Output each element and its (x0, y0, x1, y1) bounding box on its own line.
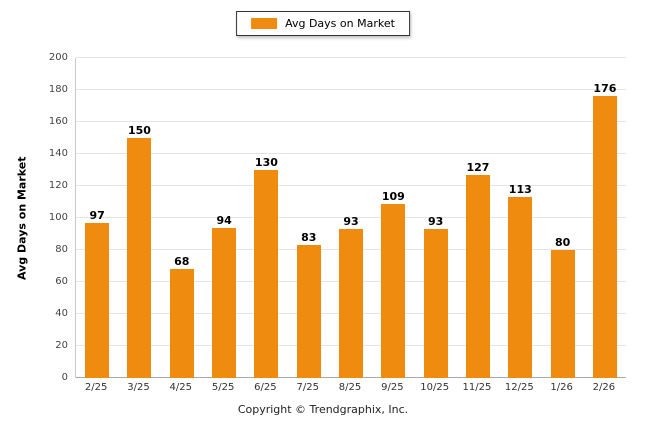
bar (381, 203, 406, 378)
y-tick-label: 60 (55, 276, 68, 287)
y-tick-label: 200 (48, 52, 68, 63)
y-tick-label: 160 (48, 116, 68, 127)
bar (508, 197, 533, 378)
gridline: 200 (49, 53, 626, 63)
bar-value-label: 83 (301, 231, 317, 245)
bar-value-label: 93 (343, 215, 359, 229)
x-tick-label: 2/25 (84, 382, 108, 393)
gridline: 140 (49, 149, 626, 159)
bar-value-label: 113 (508, 183, 532, 197)
bar-column: 93 (415, 58, 457, 378)
bar-column: 68 (161, 58, 203, 378)
bar (465, 174, 490, 378)
x-tick-label: 12/25 (504, 382, 534, 393)
gridline: 160 (49, 117, 626, 127)
x-tick-label: 7/25 (296, 382, 319, 393)
bar-value-label: 68 (174, 255, 190, 269)
bar-value-label: 130 (254, 156, 278, 169)
y-tick-label: 0 (61, 372, 68, 383)
bar-column: 109 (372, 58, 414, 378)
bar (550, 250, 575, 378)
bar-value-label: 150 (127, 124, 151, 137)
bar-value-label: 97 (89, 208, 105, 222)
y-tick-label: 180 (48, 84, 68, 95)
y-tick-label: 80 (55, 244, 68, 255)
bar-column: 130 (245, 58, 287, 378)
x-tick-label: 10/25 (420, 382, 450, 393)
bar (212, 227, 237, 378)
gridline: 180 (49, 85, 626, 95)
x-tick-label: 1/26 (550, 382, 573, 393)
bar-value-label: 94 (216, 213, 232, 227)
bar-column: 113 (499, 58, 541, 378)
bar (254, 170, 279, 378)
legend-label: Avg Days on Market (285, 17, 395, 30)
x-axis-labels: 2/25 3/25 4/25 5/25 6/25 7/25 8/25 9/25 10/25 11/… (75, 383, 625, 393)
y-tick-label: 140 (48, 148, 68, 159)
x-tick-label: 6/25 (254, 382, 277, 393)
bar-column: 97 (76, 58, 118, 378)
y-axis-title: Avg Days on Market (15, 156, 29, 280)
x-tick-label: 3/25 (127, 382, 150, 393)
bar-column: 83 (288, 58, 330, 378)
bar (592, 96, 617, 378)
bar (127, 138, 152, 378)
x-tick-label: 11/25 (462, 382, 492, 393)
bar-value-label: 93 (428, 215, 444, 229)
bar-column: 176 (584, 58, 626, 378)
x-tick-label: 8/25 (338, 382, 362, 393)
bar-column: 80 (541, 58, 583, 378)
bar-value-label: 109 (381, 189, 405, 203)
bar-column: 93 (330, 58, 372, 378)
bar (169, 269, 194, 378)
gridline: 120 (49, 181, 626, 191)
bar-value-label: 176 (593, 82, 617, 96)
y-tick-label: 100 (48, 212, 68, 223)
gridline: 100 (49, 213, 626, 223)
x-tick-label: 4/25 (169, 382, 193, 393)
bar (339, 229, 364, 378)
y-tick-label: 120 (48, 180, 68, 191)
bar-value-label: 80 (554, 236, 571, 249)
legend: Avg Days on Market (236, 11, 410, 36)
x-tick-label: 2/26 (592, 382, 616, 393)
bar-column: 94 (203, 58, 245, 378)
bar-value-label: 127 (466, 160, 490, 174)
legend-swatch-icon (251, 18, 278, 29)
y-tick-label: 40 (55, 308, 68, 319)
bar (423, 229, 448, 378)
plot-area: 0 20 40 60 80 100 120 140 160 180 200 97 150 68 94 130 8… (49, 53, 626, 383)
y-tick-label: 20 (55, 340, 68, 351)
bar-column: 150 (118, 58, 160, 378)
bars-layer: 97 150 68 94 130 83 93 109 93 127 113 80 176 (76, 58, 626, 378)
bar (296, 245, 321, 378)
copyright-text: Copyright © Trendgraphix, Inc. (237, 403, 409, 416)
bar (85, 222, 110, 378)
x-tick-label: 9/25 (381, 382, 404, 393)
bar-column: 127 (457, 58, 499, 378)
x-tick-label: 5/25 (211, 382, 235, 393)
